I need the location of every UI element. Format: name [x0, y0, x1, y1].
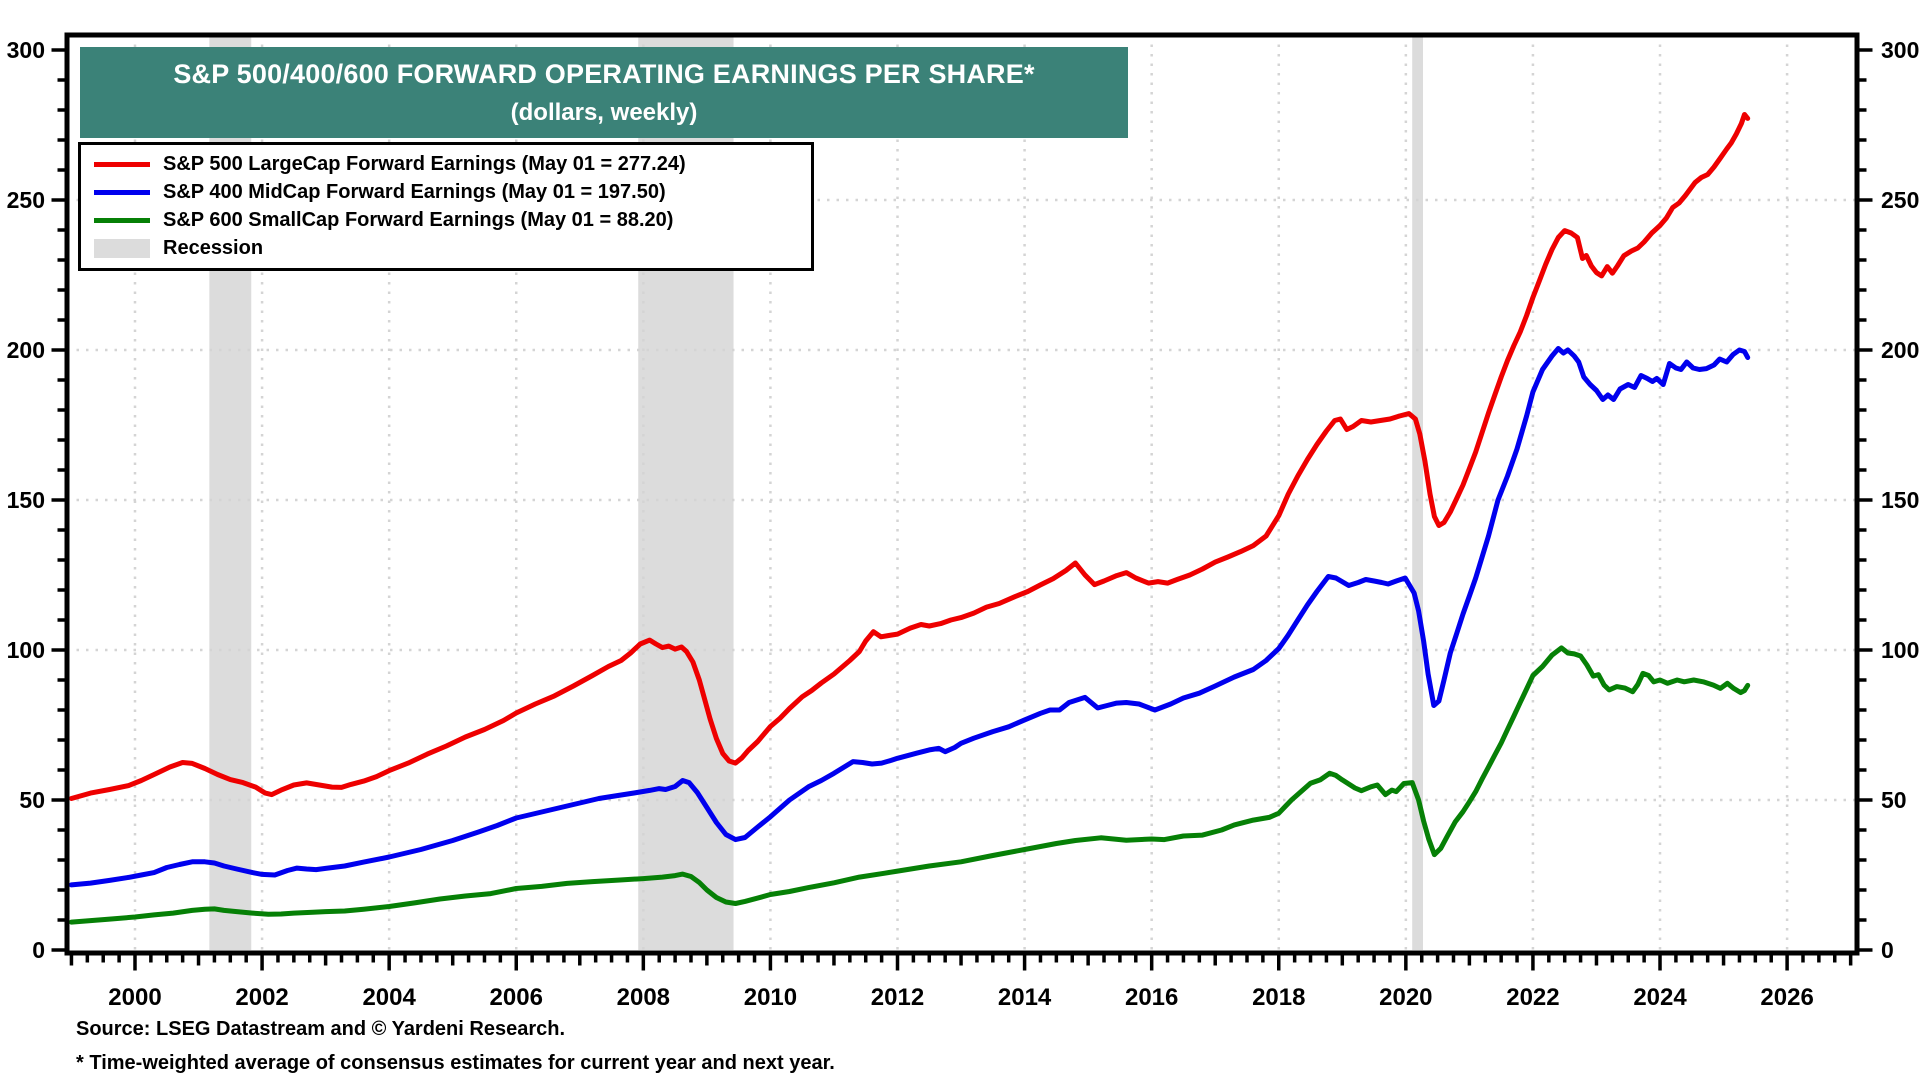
y-axis-label-left: 250 — [7, 187, 45, 213]
y-axis-label-left: 100 — [7, 637, 45, 663]
plot-frame — [64, 32, 1860, 956]
series-line — [68, 112, 1751, 801]
chart-title-banner: S&P 500/400/600 FORWARD OPERATING EARNIN… — [80, 47, 1128, 138]
y-axis-label-left: 50 — [19, 787, 45, 813]
y-axis-label-right: 100 — [1881, 637, 1919, 663]
legend-item-sp500: S&P 500 LargeCap Forward Earnings (May 0… — [81, 150, 811, 178]
sp500-line-swatch — [94, 161, 150, 167]
chart-subtitle: (dollars, weekly) — [510, 98, 698, 126]
legend-item-sp400: S&P 400 MidCap Forward Earnings (May 01 … — [81, 178, 811, 206]
footnote: * Time-weighted average of consensus est… — [76, 1052, 835, 1074]
y-axis-label-left: 300 — [7, 37, 45, 63]
x-axis-label: 2016 — [1125, 984, 1178, 1011]
y-axis-label-right: 200 — [1881, 337, 1919, 363]
y-axis-label-left: 200 — [7, 337, 45, 363]
x-axis-label: 2024 — [1633, 984, 1687, 1011]
chart-title: S&P 500/400/600 FORWARD OPERATING EARNIN… — [173, 58, 1035, 89]
series-line — [68, 346, 1751, 888]
x-axis-label: 2020 — [1379, 984, 1432, 1011]
y-axis-label-left: 0 — [32, 937, 45, 963]
recession-band — [1412, 35, 1424, 950]
x-axis-label: 2012 — [871, 984, 924, 1011]
x-axis-label: 2018 — [1252, 984, 1305, 1011]
x-axis-label: 2000 — [108, 984, 161, 1011]
sp400-line-swatch — [94, 189, 150, 195]
recession-band-swatch — [94, 238, 150, 258]
x-axis-label: 2004 — [362, 984, 416, 1011]
x-axis-label: 2014 — [998, 984, 1052, 1011]
legend-label-sp500: S&P 500 LargeCap Forward Earnings (May 0… — [163, 152, 686, 175]
legend-label-recession: Recession — [163, 236, 264, 259]
y-axis-label-right: 50 — [1881, 787, 1907, 813]
x-axis-label: 2008 — [617, 984, 670, 1011]
x-axis-label: 2022 — [1506, 984, 1559, 1011]
x-axis-label: 2026 — [1760, 984, 1813, 1011]
x-axis-label: 2010 — [744, 984, 797, 1011]
legend-label-sp400: S&P 400 MidCap Forward Earnings (May 01 … — [163, 180, 666, 203]
chart-legend: S&P 500 LargeCap Forward Earnings (May 0… — [78, 142, 814, 271]
legend-item-sp600: S&P 600 SmallCap Forward Earnings (May 0… — [81, 206, 811, 234]
x-axis-label: 2002 — [235, 984, 288, 1011]
legend-item-recession: Recession — [81, 234, 811, 262]
series-line — [68, 645, 1751, 925]
legend-label-sp600: S&P 600 SmallCap Forward Earnings (May 0… — [163, 208, 674, 231]
y-axis-label-right: 150 — [1881, 487, 1919, 513]
sp600-line-swatch — [94, 217, 150, 223]
source-note: Source: LSEG Datastream and © Yardeni Re… — [76, 1018, 566, 1040]
y-axis-label-right: 300 — [1881, 37, 1919, 63]
y-axis-label-left: 150 — [7, 487, 45, 513]
y-axis-label-right: 0 — [1881, 937, 1894, 963]
y-axis-label-right: 250 — [1881, 187, 1919, 213]
x-axis-label: 2006 — [490, 984, 543, 1011]
